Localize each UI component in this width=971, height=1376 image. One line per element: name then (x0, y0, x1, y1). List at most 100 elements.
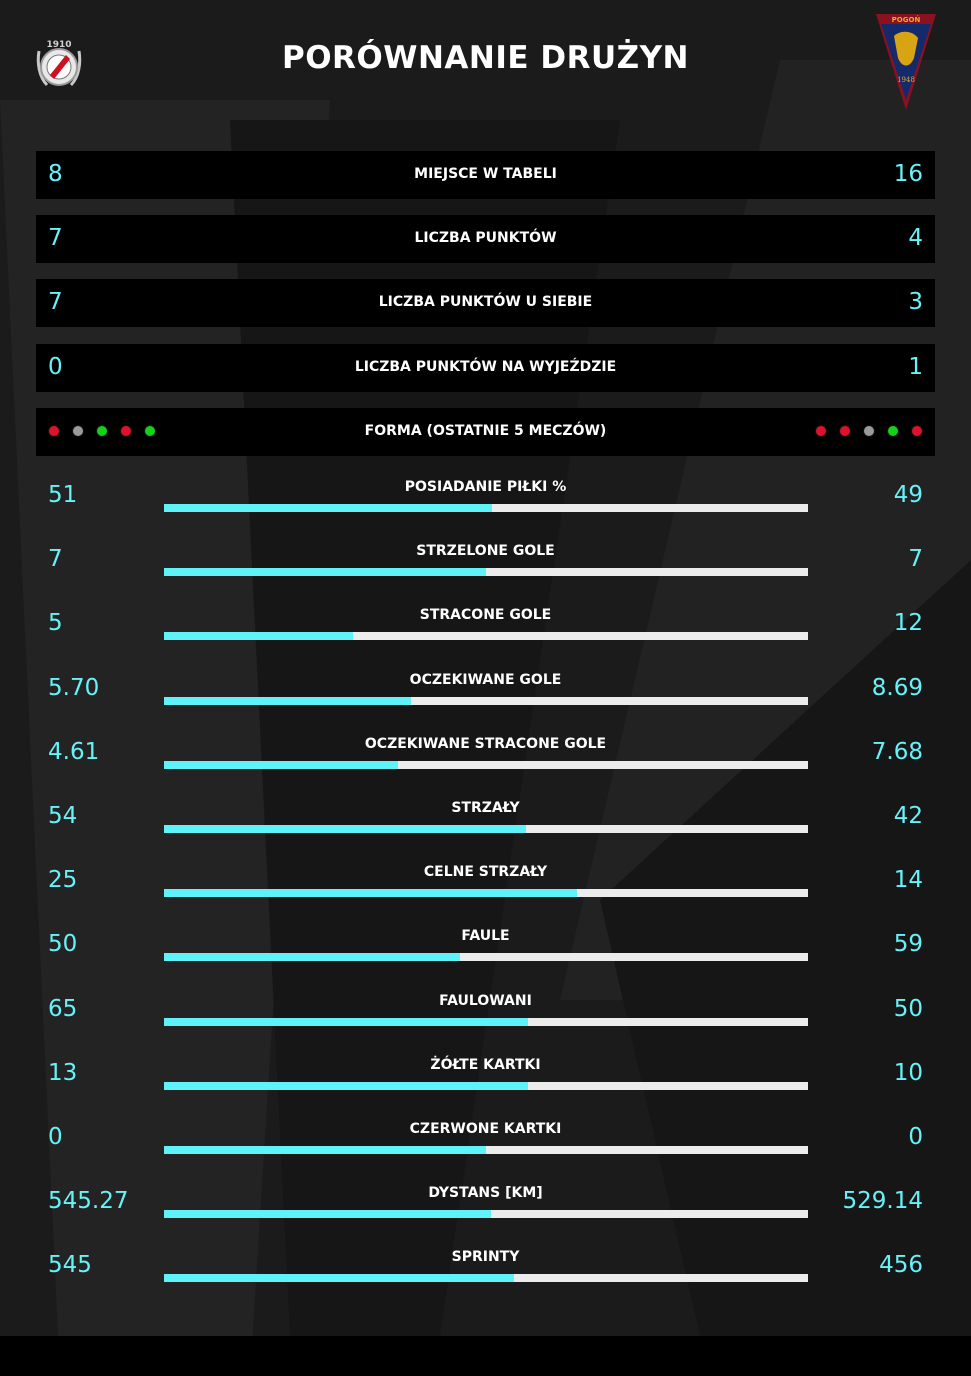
away-value: 1 (908, 354, 923, 380)
form-result-dot (144, 425, 156, 437)
comparison-bar (164, 568, 808, 576)
away-logo-name: POGOŃ (892, 15, 921, 24)
stat-label: LICZBA PUNKTÓW (414, 230, 557, 246)
stat-label: DYSTANS [KM] (428, 1185, 543, 1201)
stat-label: OCZEKIWANE STRACONE GOLE (364, 736, 607, 752)
home-value: 65 (48, 996, 78, 1022)
home-share-fill (164, 504, 493, 512)
stat-bar-row: 0 CZERWONE KARTKI 0 (36, 1114, 935, 1162)
form-result-dot (863, 425, 875, 437)
widzew-crest-icon: 1910 (36, 40, 82, 87)
away-logo-year: 1948 (897, 76, 915, 84)
stat-label: FAULE (461, 928, 510, 944)
stat-row: 7 LICZBA PUNKTÓW U SIEBIE 3 (36, 279, 935, 327)
comparison-bar (164, 1146, 808, 1154)
stat-bar-row: 65 FAULOWANI 50 (36, 986, 935, 1034)
away-value: 49 (893, 482, 923, 508)
stat-label: POSIADANIE PIŁKI % (404, 479, 567, 495)
stat-label: STRACONE GOLE (419, 607, 552, 623)
stat-bar-row: 54 STRZAŁY 42 (36, 793, 935, 841)
comparison-bar (164, 504, 808, 512)
stat-row: 0 LICZBA PUNKTÓW NA WYJEŹDZIE 1 (36, 344, 935, 392)
away-value: 10 (893, 1060, 923, 1086)
form-result-dot (96, 425, 108, 437)
home-value: 7 (48, 289, 63, 315)
stat-bar-row: 25 CELNE STRZAŁY 14 (36, 857, 935, 905)
comparison-bar (164, 761, 808, 769)
form-result-dot (911, 425, 923, 437)
home-value: 4.61 (48, 739, 100, 765)
stat-bar-row: 51 POSIADANIE PIŁKI % 49 (36, 472, 935, 520)
home-share-fill (164, 953, 460, 961)
stat-bar-row: 5 STRACONE GOLE 12 (36, 600, 935, 648)
form-label: FORMA (OSTATNIE 5 MECZÓW) (364, 423, 607, 439)
comparison-bar (164, 825, 808, 833)
home-value: 0 (48, 1124, 63, 1150)
home-share-fill (164, 889, 577, 897)
home-logo-year: 1910 (46, 40, 71, 50)
home-value: 7 (48, 546, 63, 572)
comparison-bar (164, 632, 808, 640)
form-result-dot (887, 425, 899, 437)
form-result-dot (839, 425, 851, 437)
home-value: 545.27 (48, 1188, 129, 1214)
home-share-fill (164, 1210, 492, 1218)
away-value: 7 (908, 546, 923, 572)
pogon-crest-icon: POGOŃ 1948 (876, 14, 936, 110)
bottom-band (0, 1336, 971, 1376)
form-result-dot (72, 425, 84, 437)
away-value: 16 (893, 161, 923, 187)
away-value: 3 (908, 289, 923, 315)
comparison-bar (164, 1210, 808, 1218)
stat-label: SPRINTY (451, 1249, 520, 1265)
away-form (815, 425, 923, 437)
page-title: PORÓWNANIE DRUŻYN (281, 40, 690, 76)
home-value: 51 (48, 482, 78, 508)
away-value: 14 (893, 867, 923, 893)
stat-bar-row: 545 SPRINTY 456 (36, 1242, 935, 1290)
home-form (48, 425, 156, 437)
form-result-dot (120, 425, 132, 437)
stat-label: LICZBA PUNKTÓW NA WYJEŹDZIE (354, 359, 617, 375)
form-result-dot (48, 425, 60, 437)
form-row: FORMA (OSTATNIE 5 MECZÓW) (36, 408, 935, 456)
stat-label: OCZEKIWANE GOLE (409, 672, 562, 688)
home-share-fill (164, 825, 527, 833)
away-value: 7.68 (871, 739, 923, 765)
home-value: 54 (48, 803, 78, 829)
stat-row: 8 MIEJSCE W TABELI 16 (36, 151, 935, 199)
away-value: 50 (893, 996, 923, 1022)
comparison-bar (164, 889, 808, 897)
home-value: 25 (48, 867, 78, 893)
comparison-bar (164, 697, 808, 705)
comparison-bar (164, 1018, 808, 1026)
stat-bar-row: 4.61 OCZEKIWANE STRACONE GOLE 7.68 (36, 729, 935, 777)
stat-bar-row: 50 FAULE 59 (36, 921, 935, 969)
away-value: 4 (908, 225, 923, 251)
home-share-fill (164, 697, 412, 705)
stat-label: LICZBA PUNKTÓW U SIEBIE (378, 294, 593, 310)
home-value: 5.70 (48, 675, 100, 701)
away-value: 0 (908, 1124, 923, 1150)
home-share-fill (164, 1146, 486, 1154)
stat-bar-row: 545.27 DYSTANS [KM] 529.14 (36, 1178, 935, 1226)
stat-label: STRZELONE GOLE (416, 543, 555, 559)
home-value: 545 (48, 1252, 92, 1278)
stat-label: CELNE STRZAŁY (423, 864, 548, 880)
home-share-fill (164, 761, 399, 769)
home-share-fill (164, 568, 486, 576)
comparison-bar (164, 1274, 808, 1282)
home-share-fill (164, 1018, 528, 1026)
home-value: 8 (48, 161, 63, 187)
away-value: 42 (893, 803, 923, 829)
home-share-fill (164, 1082, 528, 1090)
away-value: 456 (879, 1252, 923, 1278)
stat-label: CZERWONE KARTKI (409, 1121, 562, 1137)
home-value: 0 (48, 354, 63, 380)
stat-bar-row: 7 STRZELONE GOLE 7 (36, 536, 935, 584)
stat-bar-row: 5.70 OCZEKIWANE GOLE 8.69 (36, 665, 935, 713)
away-value: 59 (893, 931, 923, 957)
home-value: 13 (48, 1060, 78, 1086)
